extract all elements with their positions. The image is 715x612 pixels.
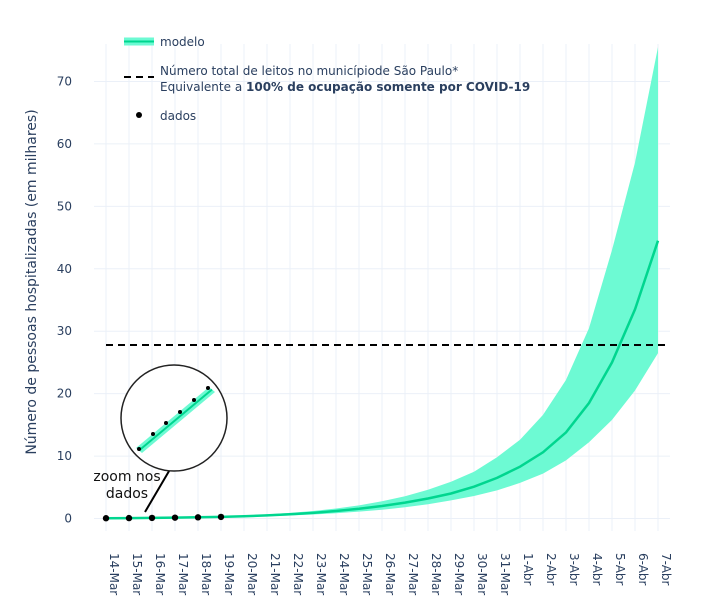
x-tick-label: 5-Abr: [613, 553, 627, 586]
zoom-dot: [151, 432, 155, 436]
x-tick-label: 1-Abr: [521, 553, 535, 586]
legend-item-leitos[interactable]: Número total de leitos no municípiode Sã…: [124, 64, 530, 94]
x-tick-label: 26-Mar: [383, 553, 397, 595]
x-tick-label: 30-Mar: [475, 553, 489, 595]
x-tick-label: 4-Abr: [590, 553, 604, 586]
x-tick-label: 18-Mar: [199, 553, 213, 595]
legend-label-modelo: modelo: [160, 35, 205, 49]
x-tick-label: 16-Mar: [153, 553, 167, 595]
zoom-dot: [137, 447, 141, 451]
data-point: [125, 514, 133, 522]
y-axis-ticks: 0 10 20 30 40 50 60 70: [57, 74, 72, 525]
x-tick-label: 3-Abr: [567, 553, 581, 586]
zoom-inset: zoom nos dados: [93, 364, 228, 513]
data-point: [171, 514, 179, 521]
x-tick-label: 28-Mar: [429, 553, 443, 595]
data-point: [102, 515, 110, 522]
y-tick-label: 30: [57, 324, 72, 338]
legend-item-modelo[interactable]: modelo: [124, 35, 205, 49]
zoom-dot: [164, 421, 168, 425]
legend-label-dados: dados: [160, 109, 196, 123]
y-tick-label: 70: [57, 74, 72, 88]
zoom-dot: [178, 410, 182, 414]
y-tick-label: 10: [57, 449, 72, 463]
x-tick-label: 19-Mar: [222, 553, 236, 595]
legend-item-dados[interactable]: dados: [136, 109, 196, 123]
data-point: [217, 513, 225, 521]
zoom-pointer-line: [144, 465, 173, 513]
zoom-dot: [206, 386, 210, 390]
y-tick-label: 50: [57, 199, 72, 213]
x-tick-label: 23-Mar: [314, 553, 328, 595]
legend-dot-swatch: [136, 112, 142, 118]
y-tick-label: 60: [57, 137, 72, 151]
x-tick-label: 24-Mar: [337, 553, 351, 595]
y-tick-label: 40: [57, 262, 72, 276]
data-point: [194, 514, 202, 521]
zoom-model-line: [138, 388, 213, 452]
data-point: [148, 514, 156, 522]
x-tick-label: 22-Mar: [291, 553, 305, 595]
zoom-dot: [192, 398, 196, 402]
legend: modelo Número total de leitos no municíp…: [124, 35, 530, 123]
legend-label-leitos-line2: Equivalente a 100% de ocupação somente p…: [160, 80, 530, 94]
x-tick-label: 31-Mar: [498, 553, 512, 595]
x-tick-label: 21-Mar: [268, 553, 282, 595]
x-tick-label: 17-Mar: [176, 553, 190, 595]
x-tick-label: 29-Mar: [452, 553, 466, 595]
y-axis-label: Número de pessoas hospitalizadas (em mil…: [24, 109, 40, 454]
x-tick-label: 27-Mar: [406, 553, 420, 595]
x-tick-label: 7-Abr: [659, 553, 673, 586]
data-points-layer: [102, 513, 225, 522]
x-tick-label: 6-Abr: [636, 553, 650, 586]
zoom-annotation-line1: zoom nos: [93, 469, 160, 485]
x-tick-label: 2-Abr: [544, 553, 558, 586]
y-tick-label: 0: [64, 512, 72, 526]
legend-label-leitos: Número total de leitos no municípiode Sã…: [160, 64, 458, 78]
x-tick-label: 15-Mar: [130, 553, 144, 595]
zoom-annotation-line2: dados: [106, 486, 148, 502]
y-tick-label: 20: [57, 387, 72, 401]
x-tick-label: 20-Mar: [245, 553, 259, 595]
x-tick-label: 25-Mar: [360, 553, 374, 595]
x-tick-label: 14-Mar: [107, 553, 121, 595]
x-axis-ticks: 14-Mar 15-Mar 16-Mar 17-Mar 18-Mar 19-Mar 20-M…: [107, 553, 673, 595]
